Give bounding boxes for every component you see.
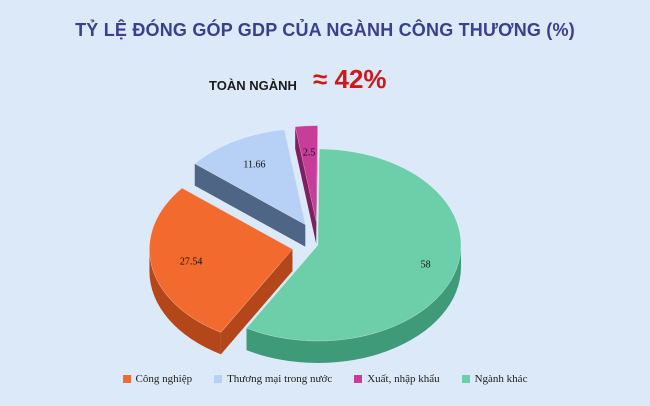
legend-label-nganh-khac: Ngành khác [474,373,528,385]
legend-item-xuat-nhap-khau: Xuất, nhập khẩu [354,373,440,385]
slice-0 [149,187,293,333]
legend-item-cong-nghiep: Công nghiệp [122,373,193,385]
data-label-3: 58 [421,260,431,271]
slice-radial-wall-1 [194,163,306,247]
legend-label-cong-nghiep: Công nghiệp [135,373,193,385]
legend-swatch-thuong-mai [214,375,223,383]
slice-wall-0 [149,249,221,355]
legend-swatch-cong-nghiep [122,375,131,383]
data-label-1: 11.66 [243,159,265,170]
slice-3 [245,148,462,342]
total-label: TOÀN NGÀNH [209,78,297,93]
legend-item-nganh-khac: Ngành khác [461,373,528,385]
chart-title: TỶ LỆ ĐÓNG GÓP GDP CỦA NGÀNH CÔNG THƯƠNG… [75,20,575,40]
legend-label-xuat-nhap-khau: Xuất, nhập khẩu [367,373,440,385]
legend-item-thuong-mai: Thương mại trong nước [214,373,332,385]
slice-radial-wall-0 [220,249,293,355]
total-value: ≈ 42% [313,64,387,94]
legend-swatch-xuat-nhap-khau [354,375,363,383]
slice-radial-wall-2 [316,125,318,244]
legend: Công nghiệp Thương mại trong nước Xuất, … [0,373,650,385]
data-label-0: 27.54 [180,257,203,268]
slice-wall-3 [246,245,461,363]
slice-1 [194,129,306,226]
legend-swatch-nganh-khac [461,375,470,383]
slice-2 [294,125,318,222]
legend-label-thuong-mai: Thương mại trong nước [227,373,333,385]
pie-labels: 27.54 11.66 2.5 58 [180,148,431,271]
data-label-2: 2.5 [303,148,316,159]
slice-radial-wall-2 [295,126,317,244]
pie-tops [149,125,462,342]
